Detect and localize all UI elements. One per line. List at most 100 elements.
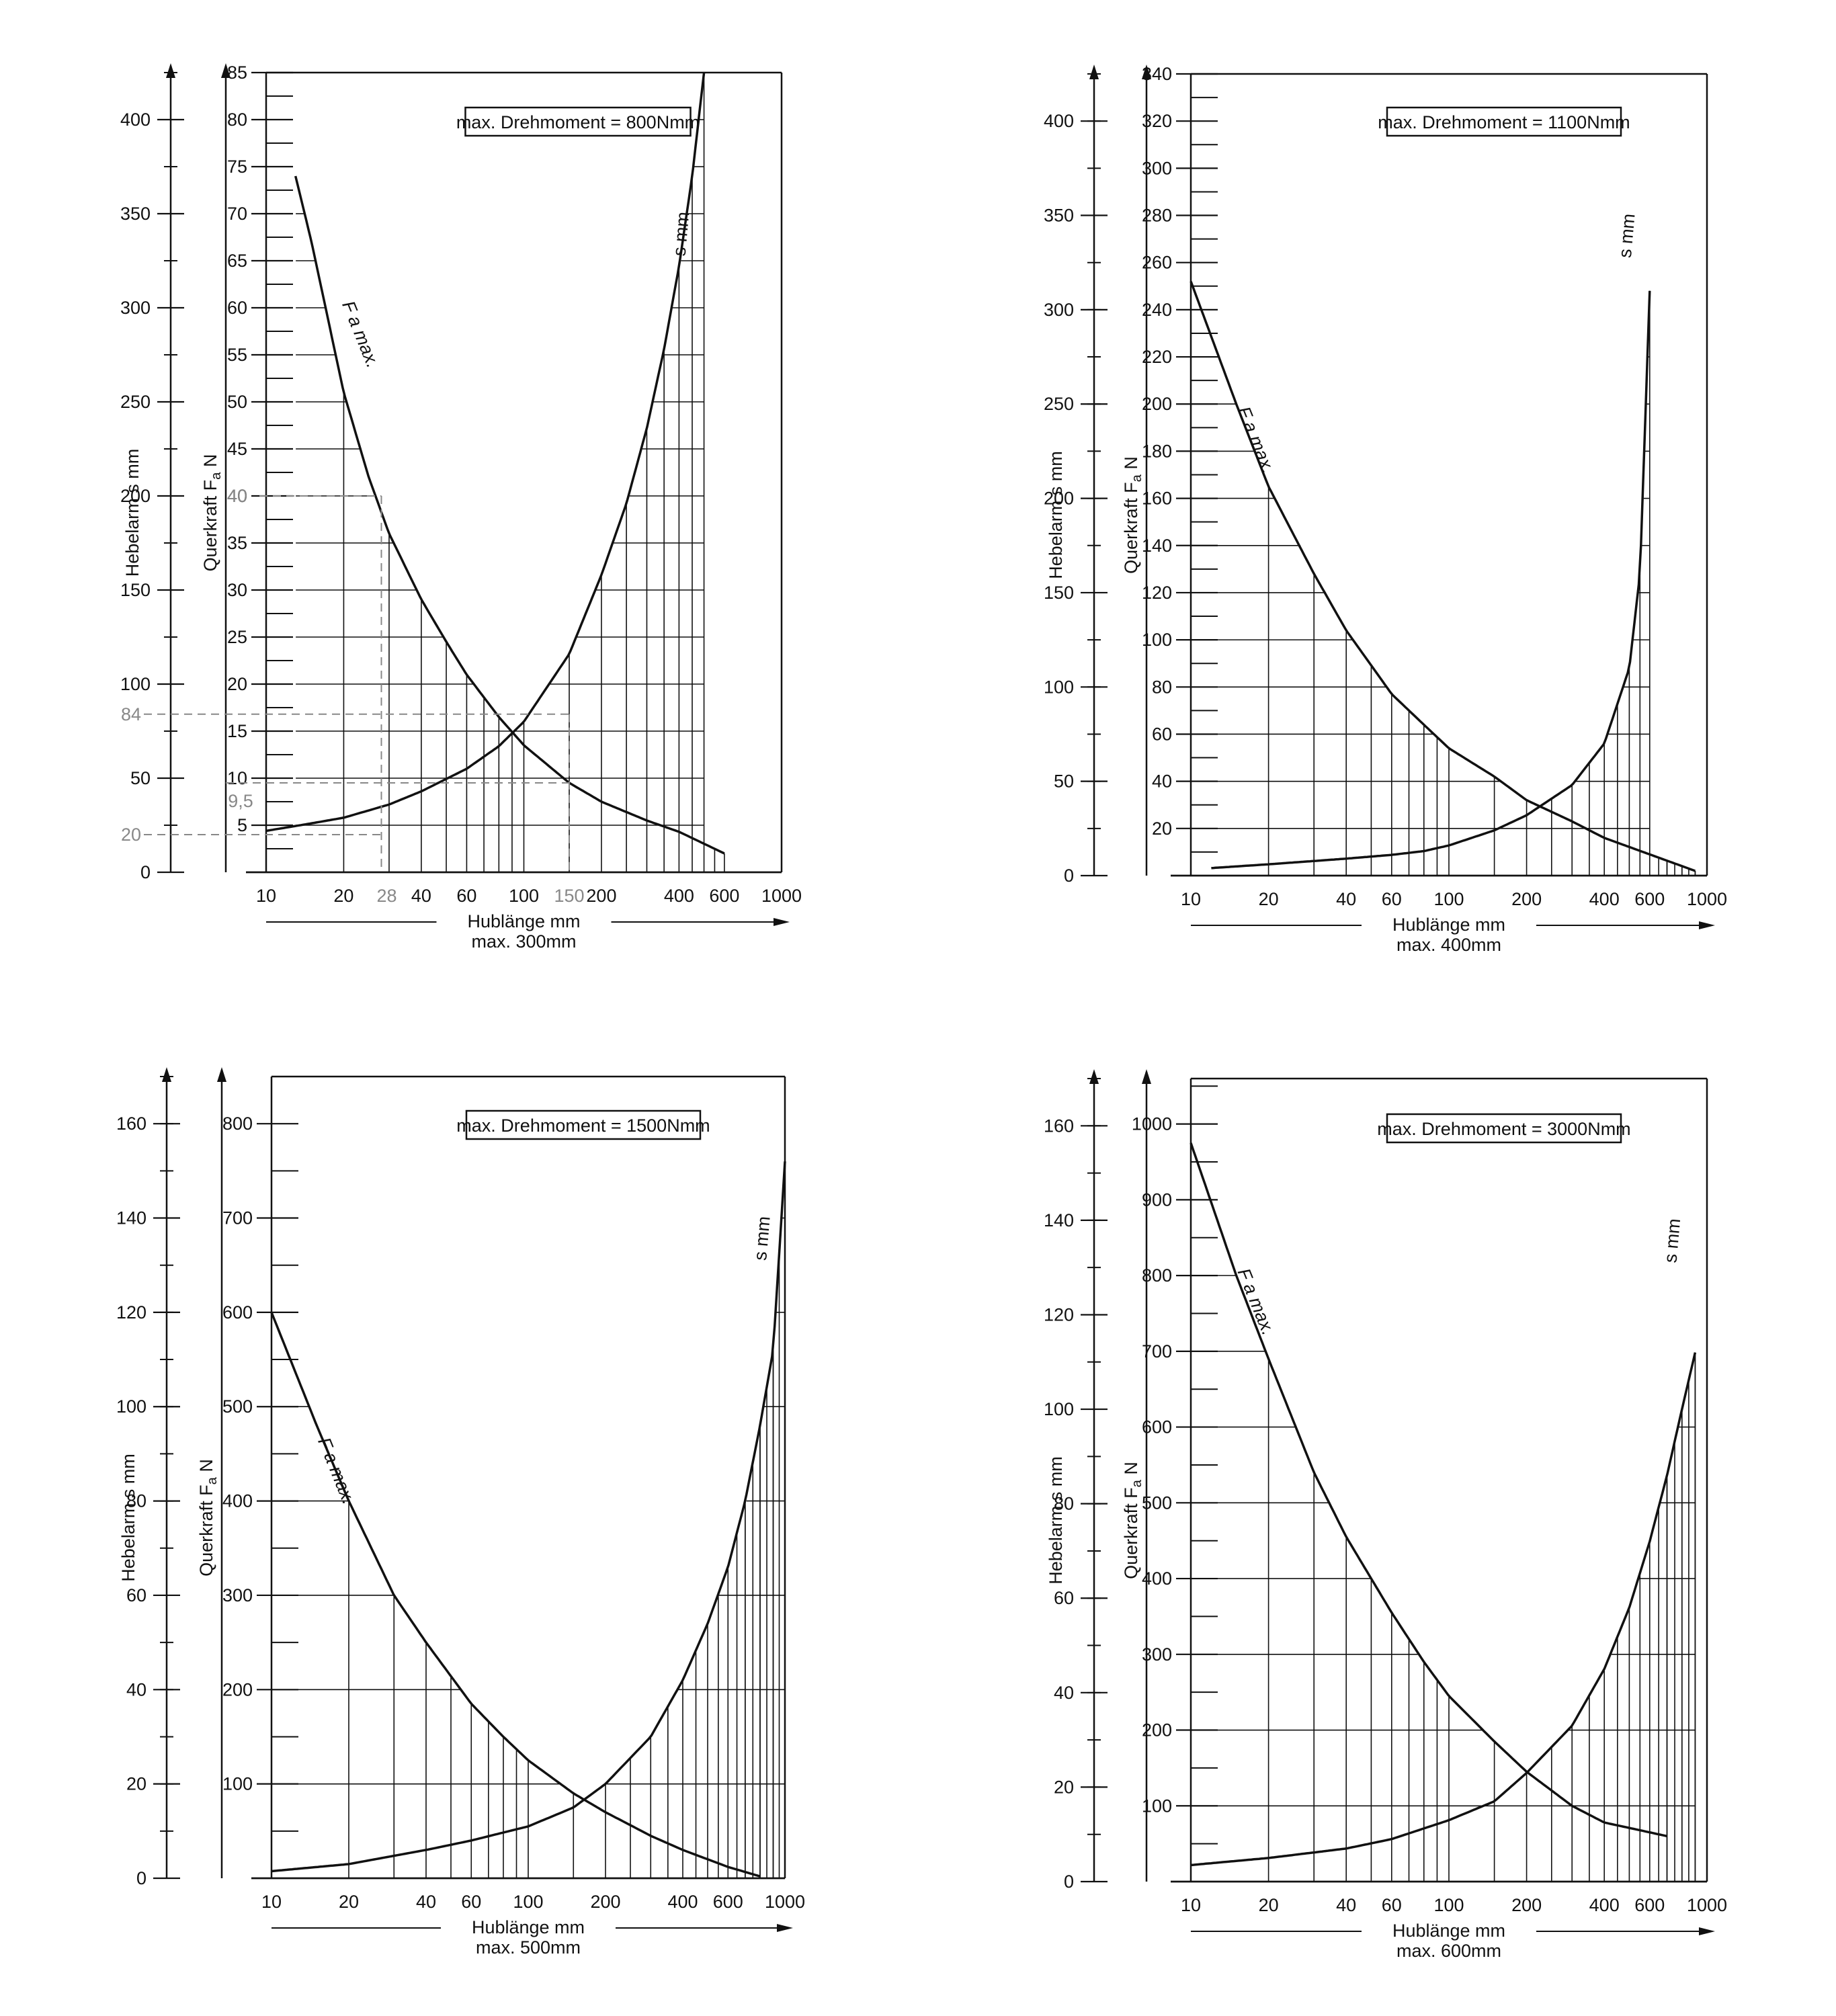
- x-tick-label: 200: [1511, 889, 1542, 909]
- series-fa-max-line: [1190, 281, 1696, 872]
- x-tick-label: 20: [339, 1892, 359, 1912]
- x-tick-label: 40: [1336, 1895, 1356, 1915]
- torque-box: [465, 1109, 702, 1140]
- f-tick-label: 200: [1142, 394, 1172, 414]
- s-tick-label: 150: [120, 580, 151, 600]
- chart-4: 0 20 40 60 80 100 120 140 160 Hebelarm s mm 100 200…: [1044, 1069, 1727, 1961]
- torque-box: [464, 106, 692, 137]
- x-tick-label: 200: [586, 886, 616, 906]
- s-tick-label: 150: [1044, 583, 1074, 603]
- f-tick-label: 60: [1152, 724, 1172, 744]
- s-tick-label: 0: [136, 1868, 147, 1888]
- f-tick-label: 85: [227, 62, 247, 83]
- x-axis-sublabel: max. 500mm: [476, 1937, 581, 1958]
- x-axis-arrow: [777, 1924, 793, 1932]
- f-tick-label: 340: [1142, 64, 1172, 84]
- x-tick-label: 1000: [1687, 889, 1727, 909]
- x-tick-label: 20: [333, 886, 353, 906]
- x-tick-label: 600: [713, 1892, 743, 1912]
- f-tick-label: 120: [1142, 583, 1172, 603]
- s-tick-label: 140: [116, 1208, 147, 1228]
- f-tick-label: 80: [227, 110, 247, 130]
- series-s-mm-line: [1190, 1352, 1697, 1867]
- series-s-mm-line: [271, 1161, 786, 1873]
- f-tick-label: 700: [222, 1208, 253, 1228]
- series-s-mm-line: [265, 72, 706, 833]
- chart-2: 0 50 100 150 200 250 300 350 400 Hebelarm s mm 20 4…: [1044, 64, 1727, 955]
- x-axis-label: Hublänge mm: [467, 911, 580, 931]
- f-tick-label: 600: [222, 1302, 253, 1322]
- x-tick-label: 600: [709, 886, 739, 906]
- x-tick-label: 400: [1589, 1895, 1620, 1915]
- f-tick-label: 140: [1142, 536, 1172, 556]
- f-axis-arrow: [221, 63, 231, 78]
- torque-label: max. Drehmoment = 3000Nmm: [1377, 1119, 1630, 1139]
- s-tick-label: 250: [120, 392, 151, 412]
- f-tick-label: 50: [227, 392, 247, 412]
- s-axis-label: Hebelarm s mm: [1046, 1456, 1066, 1585]
- f-tick-label: 80: [1152, 677, 1172, 697]
- f-tick-label: 100: [1142, 630, 1172, 650]
- x-tick-label: 100: [1433, 889, 1464, 909]
- f-axis-label: Querkraft Fa N: [200, 454, 224, 572]
- torque-box: [1386, 106, 1622, 137]
- s-tick-label: 40: [126, 1679, 147, 1699]
- f-tick-label: 20: [1152, 818, 1172, 839]
- f-tick-label: 15: [227, 721, 247, 741]
- s-tick-label: 160: [1044, 1116, 1074, 1136]
- torque-label: max. Drehmoment = 1100Nmm: [1378, 112, 1630, 132]
- f-tick-label: 500: [222, 1396, 253, 1417]
- s-tick-label: 250: [1044, 394, 1074, 414]
- s-tick-label: 300: [120, 298, 151, 318]
- grid: [1191, 290, 1696, 876]
- s-tick-label: 120: [1044, 1304, 1074, 1325]
- f-tick-label: 800: [1142, 1265, 1172, 1286]
- x-tick-label: 10: [256, 886, 276, 906]
- x-tick-label: 60: [456, 886, 476, 906]
- series-s-mm-label: s mm: [669, 211, 694, 257]
- x-tick-label: 40: [1336, 889, 1356, 909]
- x-axis-sublabel: max. 400mm: [1396, 935, 1501, 955]
- s-axis-label: Hebelarm s mm: [122, 449, 142, 577]
- s-axis-arrow: [1089, 1069, 1099, 1084]
- f-tick-label: 200: [1142, 1720, 1172, 1740]
- f-axis-label: Querkraft Fa N: [1121, 1462, 1144, 1579]
- chart-3: 0 20 40 60 80 100 120 140 160 Hebelarm s mm 100 200…: [116, 1067, 805, 1958]
- x-tick-label: 10: [1181, 889, 1201, 909]
- x-tick-label: 100: [509, 886, 539, 906]
- s-axis-arrow: [162, 1067, 171, 1082]
- f-tick-label: 600: [1142, 1417, 1172, 1437]
- series-fa-max-line: [1190, 1142, 1667, 1838]
- f-tick-label: 220: [1142, 347, 1172, 367]
- annotation-9-5: 9,5: [228, 791, 253, 811]
- s-tick-label: 20: [1054, 1777, 1074, 1797]
- x-tick-label: 1000: [1687, 1895, 1727, 1915]
- s-tick-label: 100: [120, 674, 151, 694]
- f-tick-label: 700: [1142, 1341, 1172, 1361]
- x-axis-label: Hublänge mm: [1392, 915, 1505, 935]
- s-tick-label: 300: [1044, 300, 1074, 320]
- x-tick-label: 10: [261, 1892, 282, 1912]
- x-axis-label: Hublänge mm: [1392, 1921, 1505, 1941]
- s-tick-label: 50: [130, 768, 151, 788]
- series-s-mm-line: [1211, 290, 1651, 870]
- f-axis-arrow: [1142, 65, 1151, 79]
- f-tick-label: 1000: [1132, 1114, 1172, 1134]
- f-tick-label: 200: [222, 1679, 253, 1699]
- s-tick-label: 0: [1064, 866, 1074, 886]
- x-axis-arrow: [1699, 1927, 1715, 1935]
- x-tick-label: 10: [1181, 1895, 1201, 1915]
- s-axis-arrow: [166, 63, 175, 78]
- x-tick-label: 400: [667, 1892, 698, 1912]
- f-tick-label: 65: [227, 251, 247, 271]
- series-s-mm-label: s mm: [1661, 1218, 1685, 1263]
- x-tick-label: 40: [411, 886, 431, 906]
- s-tick-label: 80: [1054, 1494, 1074, 1514]
- s-tick-label: 80: [126, 1491, 147, 1511]
- grid: [1191, 1199, 1696, 1882]
- s-tick-label: 100: [1044, 677, 1074, 697]
- s-axis-arrow: [1089, 65, 1099, 79]
